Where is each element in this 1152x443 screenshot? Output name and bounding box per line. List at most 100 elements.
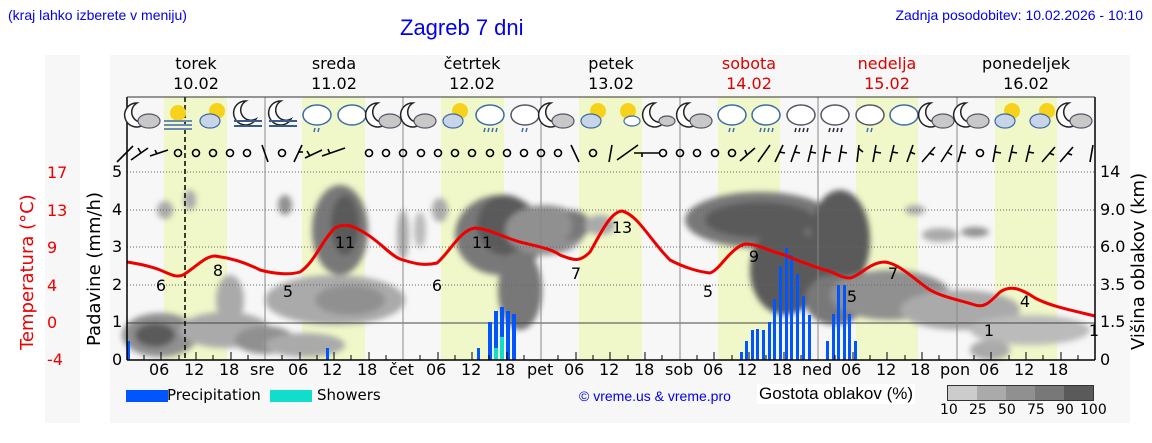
temp-tick: 13: [47, 201, 68, 220]
cloud-light-rain-icon: [717, 104, 747, 133]
svg-text:7: 7: [888, 264, 898, 283]
svg-text:6: 6: [432, 276, 442, 295]
svg-text:1: 1: [984, 321, 994, 340]
svg-text:9: 9: [749, 247, 759, 266]
last-update: Zadnja posodobitev: 10.02.2026 - 10:10: [895, 7, 1143, 23]
region-menu-hint[interactable]: (kraj lahko izberete v meniju): [8, 7, 187, 23]
cloud-height-tick: 0: [1100, 350, 1111, 369]
precip-tick: 3: [112, 237, 123, 256]
cloud-height-tick: 9.0: [1100, 200, 1126, 219]
colorbar-tick: 100: [1080, 402, 1107, 418]
x-tick: 06: [426, 360, 447, 379]
night-partly-cloudy-icon: [364, 102, 402, 129]
x-tick: 18: [772, 360, 793, 379]
wind-barbs-row: [116, 144, 1094, 163]
x-tick: sob: [665, 360, 694, 379]
cloud-rain-icon: [786, 104, 816, 133]
x-tick: 06: [841, 360, 862, 379]
x-tick: 12: [461, 360, 482, 379]
colorbar-cell: [1035, 386, 1064, 400]
precip-tick: 0: [112, 350, 123, 369]
x-tick: 12: [737, 360, 758, 379]
day-label-6: ponedeljek 16.02: [982, 54, 1070, 93]
x-tick: pon: [940, 360, 971, 379]
svg-text:8: 8: [213, 261, 223, 280]
x-tick: 06: [979, 360, 1000, 379]
day-label-0: torek 10.02: [173, 54, 219, 93]
day-label-1: sreda 11.02: [311, 54, 357, 93]
x-ticks: [143, 352, 1079, 360]
x-tick: 12: [1014, 360, 1035, 379]
x-tick: 18: [910, 360, 931, 379]
page-title: Zagreb 7 dni: [400, 15, 524, 40]
day-label-3: petek 13.02: [588, 54, 634, 93]
x-tick: 18: [357, 360, 378, 379]
colorbar-cell: [948, 386, 977, 400]
cloud-height-tick: 3.5: [1100, 275, 1126, 294]
x-tick: 18: [1048, 360, 1069, 379]
day-boundaries: [264, 97, 958, 360]
sun-cloud-icon: [994, 103, 1020, 129]
colorbar-cell: [977, 386, 1006, 400]
showers-legend-label: Showers: [317, 386, 381, 404]
cloud-light-rain-icon: [302, 104, 332, 133]
copyright-link[interactable]: © vreme.us & vreme.pro: [579, 388, 731, 404]
night-partly-cloudy-icon: [917, 102, 955, 129]
precip-tick: 1: [112, 312, 123, 331]
temp-axis-panel: [45, 55, 80, 423]
cloud-icon: [337, 104, 367, 126]
svg-text:13: 13: [612, 218, 632, 237]
cloud-light-rain-icon: [855, 104, 885, 133]
x-tick: čet: [389, 360, 414, 379]
night-fog-icon: [232, 100, 262, 127]
svg-text:1: 1: [1089, 321, 1099, 340]
sun-fog-icon: [164, 105, 192, 130]
cloud-density-title: Gostota oblakov (%): [757, 384, 916, 404]
temp-tick: 17: [47, 163, 68, 182]
sun-cloud-icon: [620, 103, 641, 127]
precip-tick: 4: [112, 200, 123, 219]
temperature-labels: 6 8 5 11 6 11 7 13 5 9 5 7 1 4 1: [156, 218, 1099, 340]
x-tick: 06: [564, 360, 585, 379]
cloud-rain-icon: [820, 104, 850, 133]
svg-text:6: 6: [156, 276, 166, 295]
precipitation-swatch: [126, 390, 168, 402]
day-label-4: sobota 14.02: [721, 54, 777, 93]
colorbar-tick: 50: [998, 402, 1016, 418]
x-tick: 06: [149, 360, 170, 379]
temp-tick: 4: [47, 276, 58, 295]
svg-text:7: 7: [571, 264, 581, 283]
night-partly-cloudy-icon: [675, 102, 713, 129]
cloud-height-tick: 14: [1100, 162, 1121, 181]
svg-text:11: 11: [472, 233, 492, 252]
x-tick: 06: [288, 360, 309, 379]
gridlines: [127, 171, 1095, 286]
colorbar-cell: [1006, 386, 1035, 400]
cloud-height-tick: 6.0: [1100, 237, 1126, 256]
precip-tick: 2: [112, 275, 123, 294]
day-label-2: četrtek 12.02: [443, 54, 501, 93]
x-tick: pet: [527, 360, 554, 379]
cloud-rain-icon: [751, 104, 781, 133]
x-tick: 18: [495, 360, 516, 379]
svg-text:4: 4: [1020, 292, 1030, 311]
svg-text:11: 11: [335, 233, 355, 252]
night-partly-cloudy-icon: [641, 102, 676, 128]
night-partly-cloudy-icon: [537, 102, 575, 129]
x-tick: 18: [634, 360, 655, 379]
svg-text:5: 5: [847, 287, 857, 306]
x-tick: 12: [184, 360, 205, 379]
colorbar-tick: 90: [1056, 402, 1074, 418]
colorbar-tick: 75: [1027, 402, 1045, 418]
colorbar-tick: 25: [969, 402, 987, 418]
x-tick: ned: [802, 360, 833, 379]
svg-text:5: 5: [703, 282, 713, 301]
precipitation-legend-label: Precipitation: [167, 386, 261, 404]
night-partly-cloudy-icon: [123, 102, 161, 129]
sun-cloud-icon: [442, 103, 468, 129]
cloud-icon: [889, 104, 919, 126]
weather-icons-row: [123, 100, 1093, 133]
x-tick: 12: [599, 360, 620, 379]
cloud-height-tick: 1.5: [1100, 312, 1126, 331]
